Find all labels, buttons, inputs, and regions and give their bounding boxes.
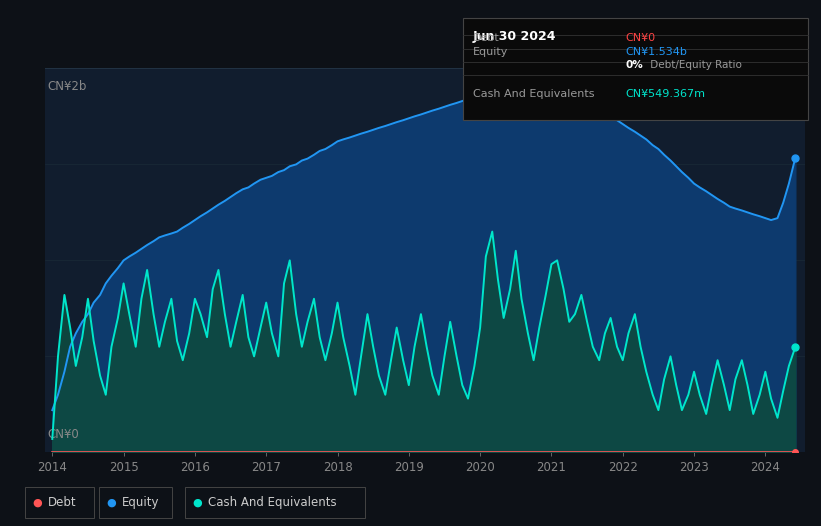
Text: ●: ● [32,497,42,508]
Text: Equity: Equity [122,496,159,509]
Text: Jun 30 2024: Jun 30 2024 [473,29,557,43]
Text: Cash And Equivalents: Cash And Equivalents [208,496,337,509]
Text: Debt: Debt [473,33,500,43]
Text: ●: ● [106,497,116,508]
Text: CN¥1.534b: CN¥1.534b [625,47,687,57]
Text: CN¥0: CN¥0 [625,33,655,43]
Text: CN¥2b: CN¥2b [48,80,87,93]
Text: CN¥0: CN¥0 [48,428,79,441]
Text: Debt: Debt [48,496,76,509]
Text: Equity: Equity [473,47,508,57]
Text: ●: ● [192,497,202,508]
Text: Cash And Equivalents: Cash And Equivalents [473,89,594,99]
Text: 0%: 0% [625,60,643,70]
Text: Debt/Equity Ratio: Debt/Equity Ratio [647,60,742,70]
Text: CN¥549.367m: CN¥549.367m [625,89,705,99]
